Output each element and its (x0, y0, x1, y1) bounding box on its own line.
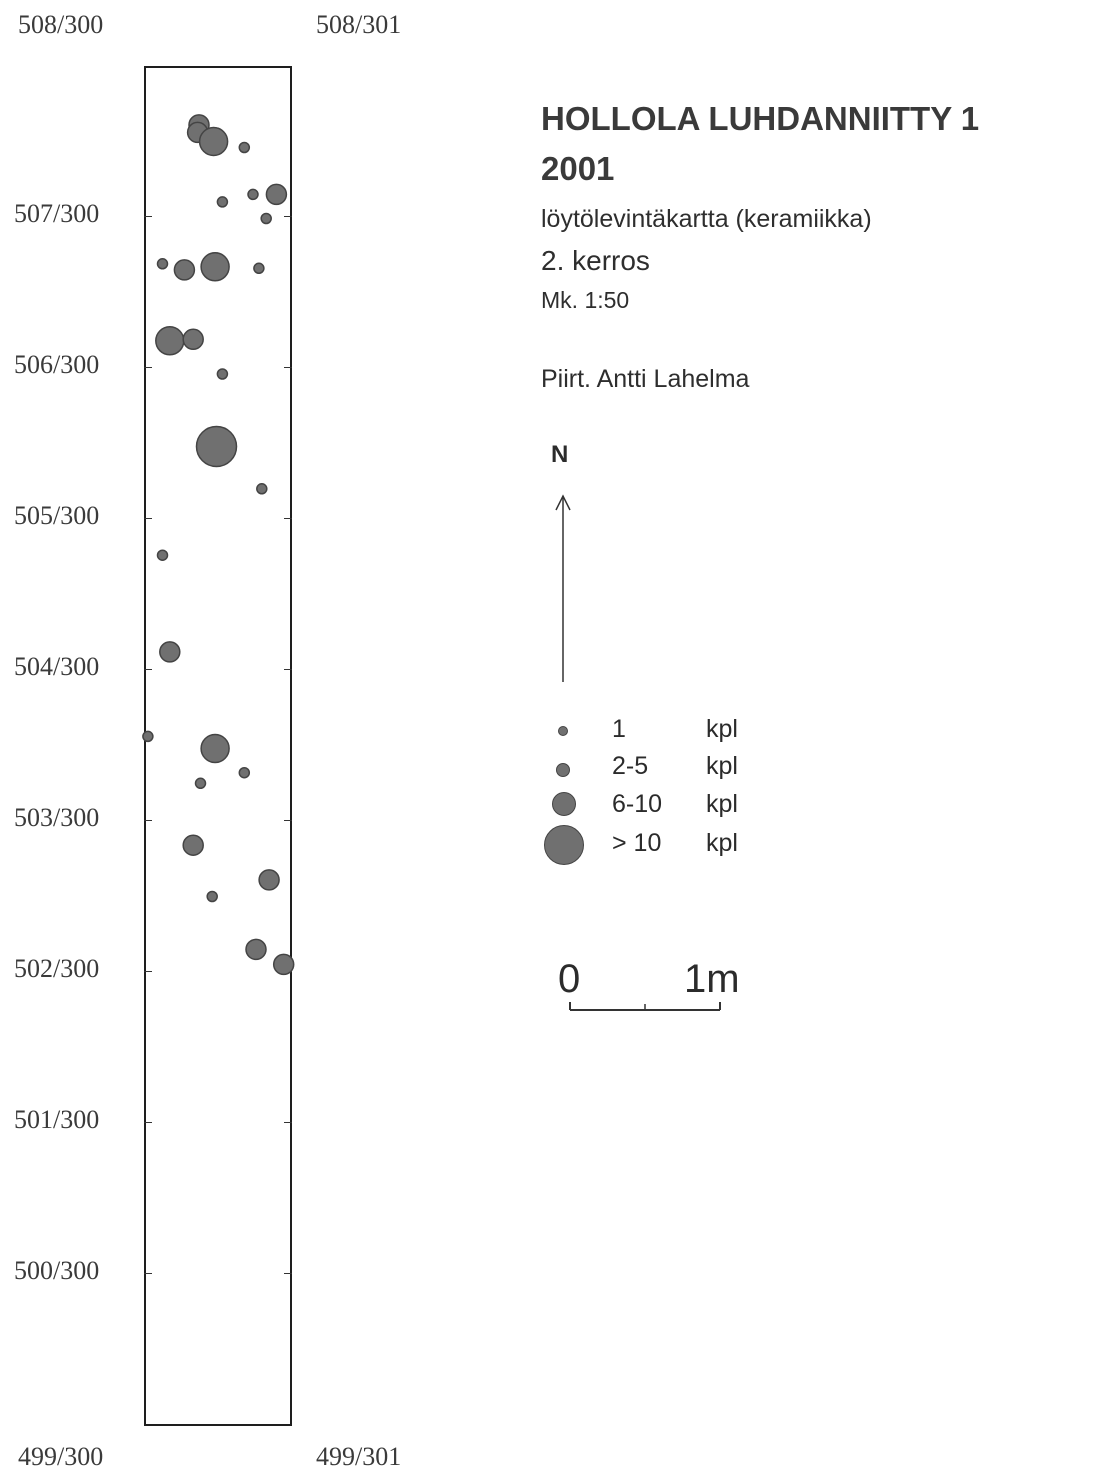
grid-tick-right (284, 367, 292, 368)
grid-tick-right (284, 216, 292, 217)
find-dot (216, 368, 229, 380)
grid-tick-left (144, 1122, 152, 1123)
find-dot (159, 641, 181, 663)
legend-item: > 10 kpl (544, 825, 804, 865)
grid-row-label: 504/300 (14, 652, 100, 681)
grid-label-top-left: 508/300 (18, 10, 104, 39)
grid-row-label: 506/300 (14, 350, 100, 379)
grid-row-label: 500/300 (14, 1256, 100, 1285)
find-dot (155, 326, 185, 356)
grid-row-label: 501/300 (14, 1105, 100, 1134)
find-dot (260, 212, 272, 225)
legend-dot-icon (556, 763, 570, 777)
legend-item: 2-5 kpl (544, 750, 804, 790)
find-dot (200, 733, 230, 764)
grid-row-label: 503/300 (14, 803, 100, 832)
find-dot (198, 126, 229, 157)
layer-label: 2. kerros (541, 245, 650, 276)
find-dot (195, 425, 238, 468)
excavation-trench-frame (144, 66, 292, 1426)
scale-label: Mk. 1:50 (541, 287, 630, 313)
grid-label-bottom-left: 499/300 (18, 1442, 104, 1471)
legend-dot-icon (544, 825, 584, 865)
site-year: 2001 (541, 150, 615, 187)
find-dot (265, 183, 288, 206)
find-dot (156, 549, 169, 561)
find-dot (173, 259, 196, 281)
grid-row-label: 502/300 (14, 954, 100, 983)
grid-tick-left (144, 1273, 152, 1274)
legend-unit: kpl (706, 752, 738, 780)
find-dot (258, 869, 280, 891)
find-dot (156, 258, 169, 270)
scale-bar (569, 1002, 721, 1011)
north-label: N (551, 441, 569, 468)
legend-item: 1 kpl (544, 711, 804, 751)
grid-label-bottom-right: 499/301 (316, 1442, 402, 1471)
legend-dot-icon (552, 792, 576, 816)
scale-bar-end-label: 1m (684, 957, 740, 1001)
legend-unit: kpl (706, 790, 738, 818)
scale-bar-start-label: 0 (558, 957, 581, 1001)
legend-class: 6-10 (612, 790, 663, 818)
grid-row-label: 505/300 (14, 501, 100, 530)
legend-dot-icon (558, 726, 568, 736)
grid-tick-left (144, 669, 152, 670)
find-dot (200, 252, 230, 282)
legend-unit: kpl (706, 829, 738, 857)
find-dot (194, 777, 207, 790)
find-dot (182, 834, 204, 856)
map-type-label: löytölevintäkartta (keramiikka) (541, 205, 872, 233)
find-dot (142, 730, 154, 743)
find-dot (245, 938, 267, 961)
grid-label-top-right: 508/301 (316, 10, 402, 39)
grid-tick-left (144, 216, 152, 217)
site-title: HOLLOLA LUHDANNIITTY 1 (541, 100, 980, 137)
legend-item: 6-10 kpl (544, 788, 804, 828)
grid-tick-right (284, 820, 292, 821)
grid-tick-right (284, 669, 292, 670)
drawn-by-label: Piirt. Antti Lahelma (541, 365, 750, 393)
find-dot (182, 328, 204, 351)
find-dot (253, 262, 265, 275)
grid-tick-right (284, 1273, 292, 1274)
find-dot (206, 890, 218, 903)
grid-tick-right (284, 1122, 292, 1123)
legend-class: 2-5 (612, 752, 649, 780)
find-dot (238, 141, 251, 154)
grid-tick-left (144, 820, 152, 821)
legend-class: > 10 (612, 829, 662, 857)
north-arrow-icon (555, 494, 571, 682)
find-dot (216, 196, 229, 208)
grid-row-label: 507/300 (14, 199, 100, 228)
grid-tick-left (144, 518, 152, 519)
grid-tick-left (144, 367, 152, 368)
find-dot (238, 766, 251, 779)
legend-class: 1 (612, 715, 626, 743)
find-dot (272, 953, 295, 976)
legend-unit: kpl (706, 715, 738, 743)
grid-tick-left (144, 971, 152, 972)
grid-tick-right (284, 518, 292, 519)
find-dot (247, 188, 259, 201)
find-dot (256, 483, 268, 495)
